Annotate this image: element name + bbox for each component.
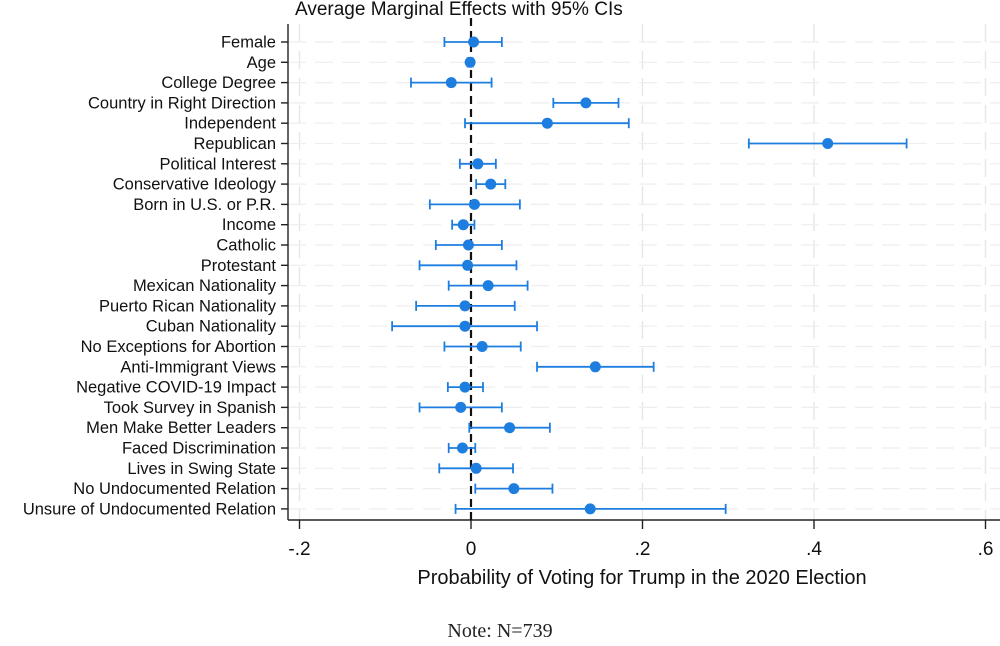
point-estimate [456, 442, 468, 454]
point-estimate [468, 198, 480, 210]
variable-label: Took Survey in Spanish [104, 399, 276, 417]
variable-label: Mexican Nationality [133, 277, 277, 295]
point-estimate [504, 422, 516, 434]
x-axis-label: Probability of Voting for Trump in the 2… [417, 567, 866, 589]
variable-label: Men Make Better Leaders [86, 419, 276, 437]
chart-title: Average Marginal Effects with 95% CIs [295, 0, 623, 20]
x-tick-label: .4 [806, 539, 822, 560]
x-tick-label: .2 [635, 539, 651, 560]
variable-label: Born in U.S. or P.R. [133, 196, 276, 214]
point-estimate [485, 178, 497, 190]
variable-label: Puerto Rican Nationality [99, 297, 277, 315]
variable-label: Cuban Nationality [146, 318, 277, 336]
footnote: Note: N=739 [447, 620, 553, 642]
point-estimate [455, 401, 467, 413]
variable-label: Independent [184, 115, 276, 133]
point-estimate [462, 239, 474, 251]
variable-label: Conservative Ideology [113, 176, 277, 194]
variable-label: No Undocumented Relation [73, 480, 276, 498]
point-estimate [468, 36, 480, 48]
point-estimate [462, 259, 474, 271]
point-estimate [459, 300, 471, 312]
variable-label: Catholic [216, 237, 276, 255]
variable-label: Unsure of Undocumented Relation [23, 500, 276, 518]
point-estimate [541, 117, 553, 129]
point-estimate [472, 158, 484, 170]
variable-label: Female [221, 34, 276, 52]
variable-label: Protestant [201, 257, 277, 275]
point-estimate [464, 56, 476, 68]
point-estimate [459, 381, 471, 393]
point-estimate [457, 219, 469, 231]
variable-label: Country in Right Direction [88, 94, 276, 112]
variable-label: No Exceptions for Abortion [81, 338, 276, 356]
x-tick-label: -.2 [288, 539, 310, 560]
variable-label: Age [247, 54, 276, 72]
point-estimate [482, 280, 494, 292]
point-estimate [580, 97, 592, 109]
variable-label: Anti-Immigrant Views [120, 358, 276, 376]
point-estimate [445, 77, 457, 89]
estimates [391, 18, 908, 520]
axes: -.2 0 .2 .4 .6 [281, 24, 1000, 560]
variable-label: Faced Discrimination [122, 440, 276, 458]
variable-label: College Degree [161, 74, 276, 92]
point-estimate [508, 483, 520, 495]
grid-lines [288, 24, 1000, 520]
variable-label: Lives in Swing State [127, 460, 276, 478]
point-estimate [822, 138, 834, 149]
point-estimate [476, 341, 488, 352]
variable-labels: Female Age College Degree Country in Right … [23, 34, 277, 519]
variable-label: Political Interest [160, 155, 277, 173]
variable-label: Income [222, 216, 276, 234]
point-estimate [470, 462, 482, 474]
point-estimate [459, 320, 471, 332]
point-estimate [589, 361, 601, 373]
x-tick-label: .6 [978, 539, 994, 560]
x-tick-label: 0 [466, 539, 477, 560]
variable-label: Republican [193, 135, 276, 153]
point-estimate [584, 503, 596, 515]
variable-label: Negative COVID-19 Impact [76, 379, 276, 397]
